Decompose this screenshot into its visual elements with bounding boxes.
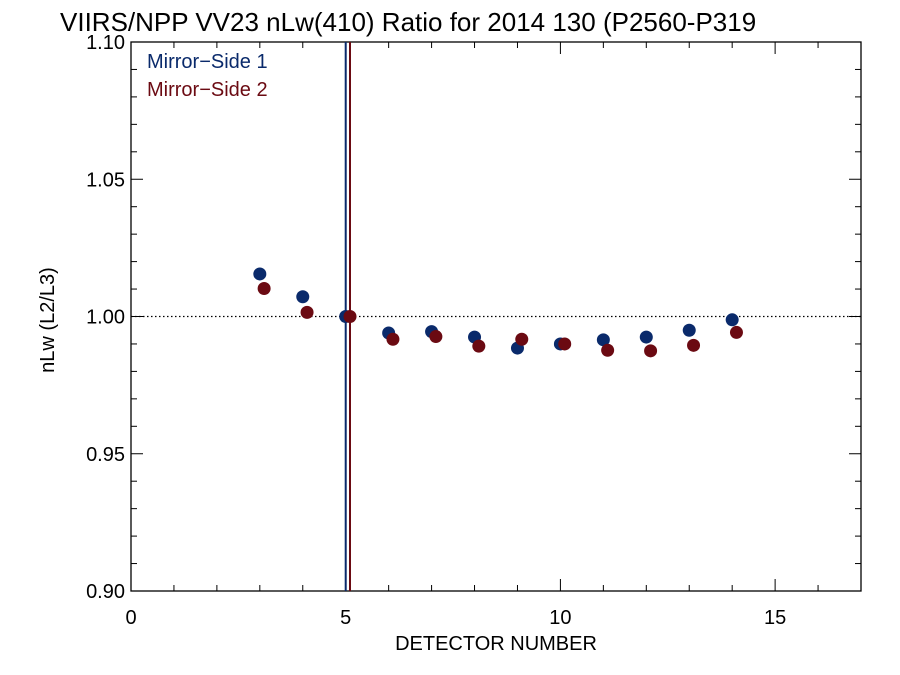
y-tick-label: 1.10 <box>86 32 125 54</box>
data-point-mirror-side-2 <box>601 343 615 357</box>
data-point-mirror-side-2 <box>257 282 271 296</box>
data-point-mirror-side-2 <box>472 339 486 353</box>
data-point-mirror-side-2 <box>429 330 443 344</box>
data-point-mirror-side-2 <box>300 305 314 319</box>
y-tick-label: 1.00 <box>86 307 125 329</box>
x-tick-label: 5 <box>340 607 351 629</box>
data-point-mirror-side-1 <box>725 313 739 327</box>
x-axis-label: DETECTOR NUMBER <box>395 633 597 655</box>
data-point-mirror-side-2 <box>343 310 357 323</box>
data-point-mirror-side-1 <box>253 267 267 281</box>
data-point-mirror-side-1 <box>639 330 653 344</box>
legend-entry-mirror-side-2: Mirror−Side 2 <box>147 79 268 101</box>
data-point-mirror-side-2 <box>386 332 400 346</box>
x-tick-label: 15 <box>764 607 786 629</box>
chart-title: VIIRS/NPP VV23 nLw(410) Ratio for 2014 1… <box>60 7 756 37</box>
y-tick-label: 0.90 <box>86 581 125 603</box>
y-tick-label: 0.95 <box>86 444 125 466</box>
y-axis-label: nLw (L2/L3) <box>37 267 59 373</box>
data-point-mirror-side-1 <box>296 290 310 304</box>
y-tick-label: 1.05 <box>86 169 125 191</box>
data-point-mirror-side-2 <box>558 337 572 351</box>
x-tick-label: 10 <box>549 607 571 629</box>
x-tick-label: 0 <box>125 607 136 629</box>
data-point-mirror-side-2 <box>644 344 658 358</box>
data-point-mirror-side-1 <box>682 323 696 337</box>
data-point-mirror-side-2 <box>729 325 743 339</box>
data-point-mirror-side-2 <box>515 332 529 346</box>
data-point-mirror-side-1 <box>596 333 610 347</box>
data-point-mirror-side-2 <box>687 338 701 352</box>
legend-entry-mirror-side-1: Mirror−Side 1 <box>147 51 268 73</box>
